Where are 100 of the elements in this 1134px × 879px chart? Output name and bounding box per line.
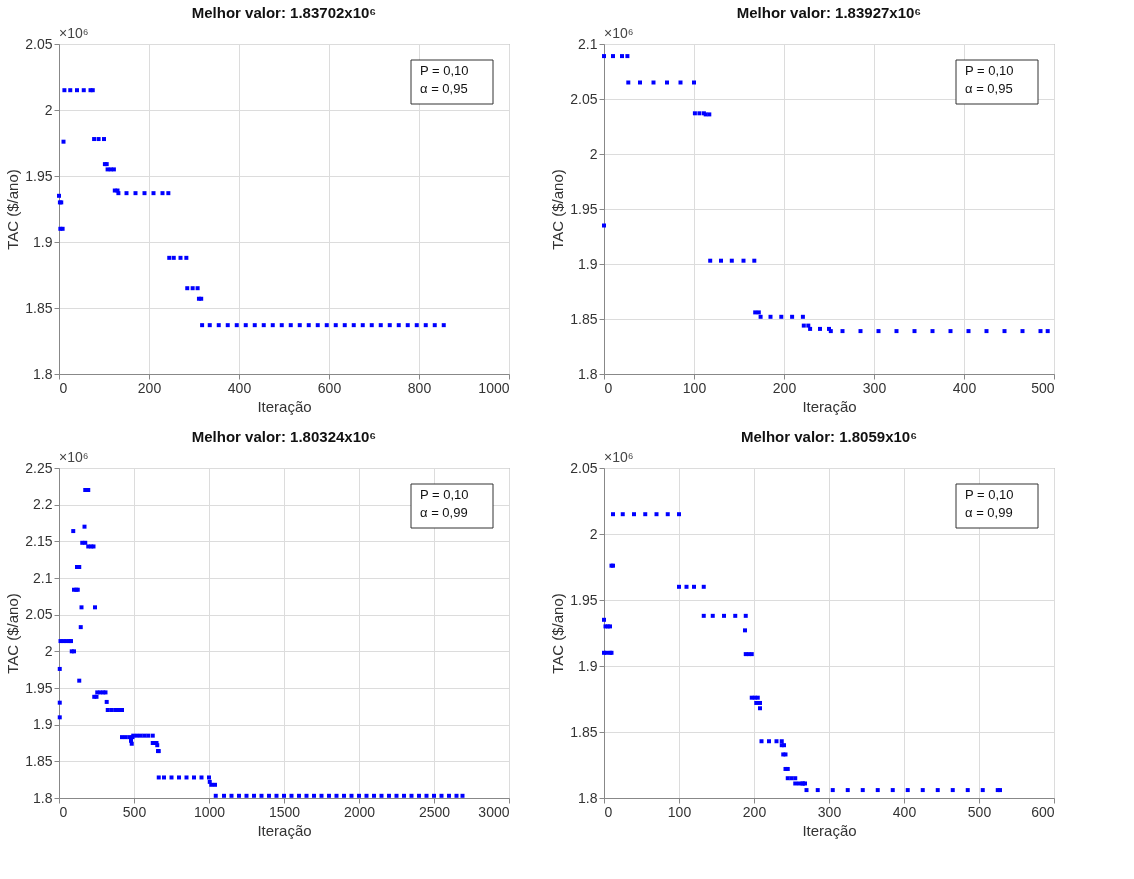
point — [651, 80, 656, 85]
point — [665, 80, 669, 85]
x-tick-label: 600 — [1031, 803, 1055, 820]
x-tick-label: 400 — [892, 803, 917, 820]
annotation: α = 0,95 — [420, 81, 468, 96]
point — [768, 314, 773, 319]
annotation: P = 0,10 — [420, 487, 469, 502]
y-tick-label: 1.8 — [33, 789, 53, 806]
y-tick-label: 1.8 — [578, 789, 598, 806]
x-tick-label: 400 — [952, 379, 977, 396]
y-tick-label: 2.05 — [25, 35, 53, 52]
point — [741, 258, 746, 263]
point — [948, 329, 953, 334]
point — [912, 329, 917, 334]
x-tick-label: 100 — [682, 379, 707, 396]
x-tick-label: 500 — [1031, 379, 1055, 396]
x-axis-title: Iteração — [802, 821, 857, 839]
point — [1038, 329, 1043, 334]
y-tick-label: 2.05 — [570, 459, 598, 476]
point — [966, 329, 971, 334]
x-tick-label: 200 — [772, 379, 797, 396]
point — [752, 258, 757, 263]
point — [602, 223, 606, 228]
y-tick-label: 1.85 — [25, 752, 53, 769]
x-tick-label: 200 — [742, 803, 767, 820]
text: ×10⁶ — [604, 25, 634, 41]
point — [818, 326, 822, 331]
annotation: α = 0,95 — [965, 81, 1013, 96]
y-tick-label: 1.95 — [25, 679, 53, 696]
point — [611, 54, 615, 59]
x-tick-label: 500 — [967, 803, 992, 820]
x-tick-label: 0 — [604, 803, 613, 820]
annotation: P = 0,10 — [965, 487, 1014, 502]
point — [625, 54, 630, 59]
x-tick-label: 0 — [59, 803, 68, 820]
point — [620, 54, 624, 59]
y-tick-label: 1.9 — [578, 657, 598, 674]
point — [729, 258, 734, 263]
y-tick-label: 2.05 — [570, 90, 598, 107]
x-tick-label: 600 — [317, 379, 342, 396]
point — [984, 329, 989, 334]
y-tick-label: 1.85 — [570, 310, 598, 327]
y-tick-label: 1.8 — [578, 365, 598, 382]
y-tick-label: 2.15 — [25, 532, 53, 549]
x-tick-label: 300 — [817, 803, 842, 820]
x-tick-label: 2500 — [418, 803, 451, 820]
x-tick-label: 200 — [137, 379, 162, 396]
point — [719, 258, 723, 263]
y-tick-label: 1.9 — [33, 716, 53, 733]
text: ×10⁶ — [59, 25, 89, 41]
chart-title: Melhor valor: 1.80324x10⁶ — [191, 428, 377, 445]
point — [697, 111, 702, 116]
x-axis-title: Iteração — [257, 397, 312, 415]
point — [638, 80, 642, 85]
y-tick-label: 1.95 — [570, 591, 598, 608]
annotation: P = 0,10 — [965, 63, 1014, 78]
x-tick-label: 2000 — [343, 803, 376, 820]
annotation: P = 0,10 — [420, 63, 469, 78]
point — [930, 329, 935, 334]
point — [1045, 329, 1050, 334]
point — [692, 80, 696, 85]
point — [756, 310, 761, 315]
annotation: α = 0,99 — [420, 505, 468, 520]
annotation: α = 0,99 — [965, 505, 1013, 520]
x-axis-title: Iteração — [802, 397, 857, 415]
y-axis-title: TAC ($/ano) — [4, 593, 22, 674]
y-tick-label: 1.95 — [570, 200, 598, 217]
point — [707, 112, 712, 117]
chart-title: Melhor valor: 1.83927x10⁶ — [736, 4, 922, 21]
x-tick-label: 800 — [407, 379, 432, 396]
x-tick-label: 3000 — [478, 803, 510, 820]
y-tick-label: 1.85 — [570, 723, 598, 740]
y-tick-label: 1.9 — [578, 255, 598, 272]
y-tick-label: 1.85 — [25, 299, 53, 316]
y-tick-label: 1.95 — [25, 167, 53, 184]
x-tick-label: 300 — [862, 379, 887, 396]
y-tick-label: 2.2 — [33, 496, 53, 513]
chart-title: Melhor valor: 1.8059x10⁶ — [740, 428, 918, 445]
text: ×10⁶ — [59, 449, 89, 465]
point — [1020, 329, 1025, 334]
x-tick-label: 400 — [227, 379, 252, 396]
chart-title: Melhor valor: 1.83702x10⁶ — [191, 4, 377, 21]
point — [858, 329, 863, 334]
text: ×10⁶ — [604, 449, 634, 465]
y-tick-label: 2 — [44, 642, 53, 659]
x-tick-label: 100 — [667, 803, 692, 820]
point — [678, 80, 683, 85]
point — [801, 323, 806, 328]
point — [800, 314, 805, 319]
x-tick-label: 0 — [604, 379, 613, 396]
point — [692, 111, 697, 116]
y-axis-title: TAC ($/ano) — [549, 169, 567, 250]
point — [602, 54, 606, 59]
y-tick-label: 2.1 — [578, 35, 598, 52]
point — [876, 329, 881, 334]
y-tick-label: 1.9 — [33, 233, 53, 250]
y-tick-label: 2.25 — [25, 459, 53, 476]
x-axis-title: Iteração — [257, 821, 312, 839]
point — [753, 310, 758, 315]
point — [626, 80, 631, 85]
